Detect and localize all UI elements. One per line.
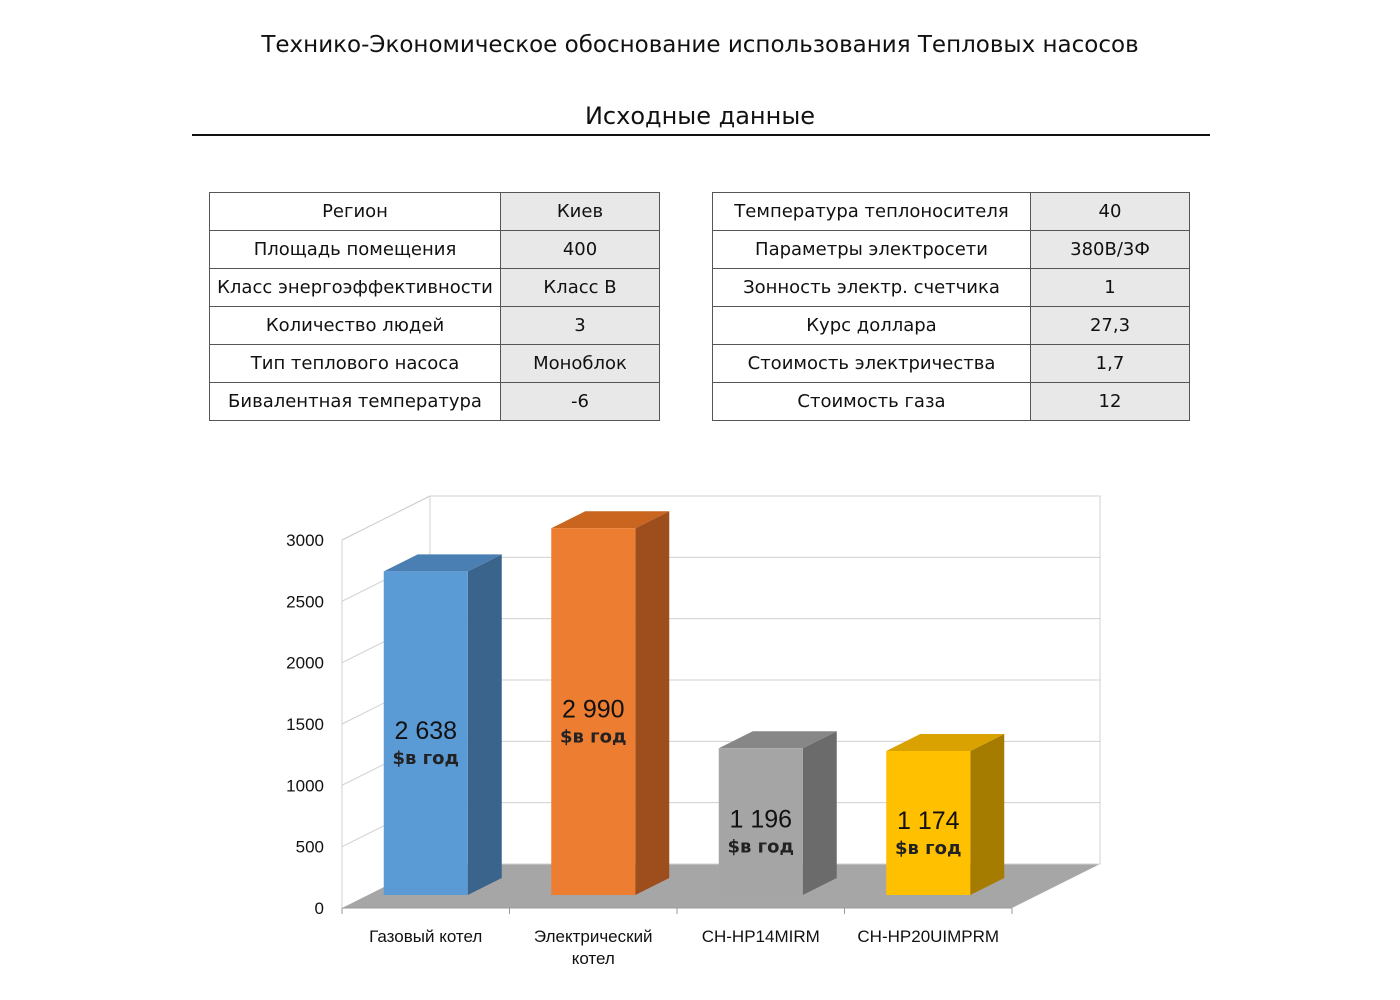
bar xyxy=(718,748,803,895)
param-value: 12 xyxy=(1030,382,1190,421)
param-value: 400 xyxy=(500,230,660,269)
bar xyxy=(886,750,971,895)
param-value: 3 xyxy=(500,306,660,345)
bar-value-label: 2 990 xyxy=(562,696,625,724)
y-tick-label: 1500 xyxy=(286,715,324,734)
param-value: 380В/3Ф xyxy=(1030,230,1190,269)
y-tick-label: 2500 xyxy=(286,592,324,611)
table-row: Стоимость электричества 1,7 xyxy=(712,344,1190,383)
bar-unit-label: $в год xyxy=(393,748,460,769)
table-row: Количество людей 3 xyxy=(209,306,660,345)
bar-top xyxy=(718,731,837,749)
gridline xyxy=(341,495,431,541)
x-category-label: Электрический xyxy=(534,927,653,946)
param-label: Регион xyxy=(209,192,501,231)
table-row: Бивалентная температура -6 xyxy=(209,382,660,421)
param-value: 1 xyxy=(1030,268,1190,307)
param-value: Моноблок xyxy=(500,344,660,383)
table-row: Зонность электр. счетчика 1 xyxy=(712,268,1190,307)
table-row: Тип теплового насоса Моноблок xyxy=(209,344,660,383)
x-category-label: котел xyxy=(572,949,615,968)
bar-value-label: 1 196 xyxy=(729,806,792,834)
y-tick-label: 500 xyxy=(296,838,324,857)
y-tick-label: 1000 xyxy=(286,776,324,795)
bar-top xyxy=(551,511,670,529)
param-value: -6 xyxy=(500,382,660,421)
table-row: Температура теплоносителя 40 xyxy=(712,192,1190,231)
table-row: Регион Киев xyxy=(209,192,660,231)
section-title: Исходные данные xyxy=(584,102,816,130)
y-tick-label: 2000 xyxy=(286,654,324,673)
x-category-label: CH-HP14MIRM xyxy=(702,927,820,946)
param-label: Тип теплового насоса xyxy=(209,344,501,383)
x-category-label: CH-HP20UIMPRM xyxy=(857,927,999,946)
page-title: Технико-Экономическое обоснование исполь… xyxy=(261,32,1139,58)
x-category-label: Газовый котел xyxy=(369,927,482,946)
bar-unit-label: $в год xyxy=(895,838,962,859)
y-tick-label: 0 xyxy=(315,899,324,918)
bar xyxy=(383,571,468,895)
param-label: Класс энергоэффективности xyxy=(209,268,501,307)
bar xyxy=(551,528,636,895)
param-label: Температура теплоносителя xyxy=(712,192,1031,231)
param-label: Зонность электр. счетчика xyxy=(712,268,1031,307)
param-label: Бивалентная температура xyxy=(209,382,501,421)
param-value: 40 xyxy=(1030,192,1190,231)
bar-side xyxy=(970,733,1005,895)
section-divider xyxy=(192,134,1210,136)
param-label: Параметры электросети xyxy=(712,230,1031,269)
bar-side xyxy=(635,511,670,895)
table-row: Параметры электросети 380В/3Ф xyxy=(712,230,1190,269)
table-row: Площадь помещения 400 xyxy=(209,230,660,269)
input-params-table-left: Регион Киев Площадь помещения 400 Класс … xyxy=(209,192,660,421)
param-label: Курс доллара xyxy=(712,306,1031,345)
input-params-table-right: Температура теплоносителя 40 Параметры э… xyxy=(712,192,1190,421)
param-value: Киев xyxy=(500,192,660,231)
param-label: Стоимость газа xyxy=(712,382,1031,421)
y-tick-label: 3000 xyxy=(286,531,324,550)
param-value: 1,7 xyxy=(1030,344,1190,383)
bar-side xyxy=(802,731,837,895)
bar-value-label: 1 174 xyxy=(897,807,960,835)
param-label: Количество людей xyxy=(209,306,501,345)
bar-unit-label: $в год xyxy=(560,727,627,748)
table-row: Класс энергоэффективности Класс В xyxy=(209,268,660,307)
bar-value-label: 2 638 xyxy=(394,717,457,745)
bar-top xyxy=(886,733,1005,751)
bar-top xyxy=(383,554,502,572)
param-value: Класс В xyxy=(500,268,660,307)
param-label: Площадь помещения xyxy=(209,230,501,269)
table-row: Стоимость газа 12 xyxy=(712,382,1190,421)
bar-side xyxy=(467,554,502,895)
bar-unit-label: $в год xyxy=(728,837,795,858)
